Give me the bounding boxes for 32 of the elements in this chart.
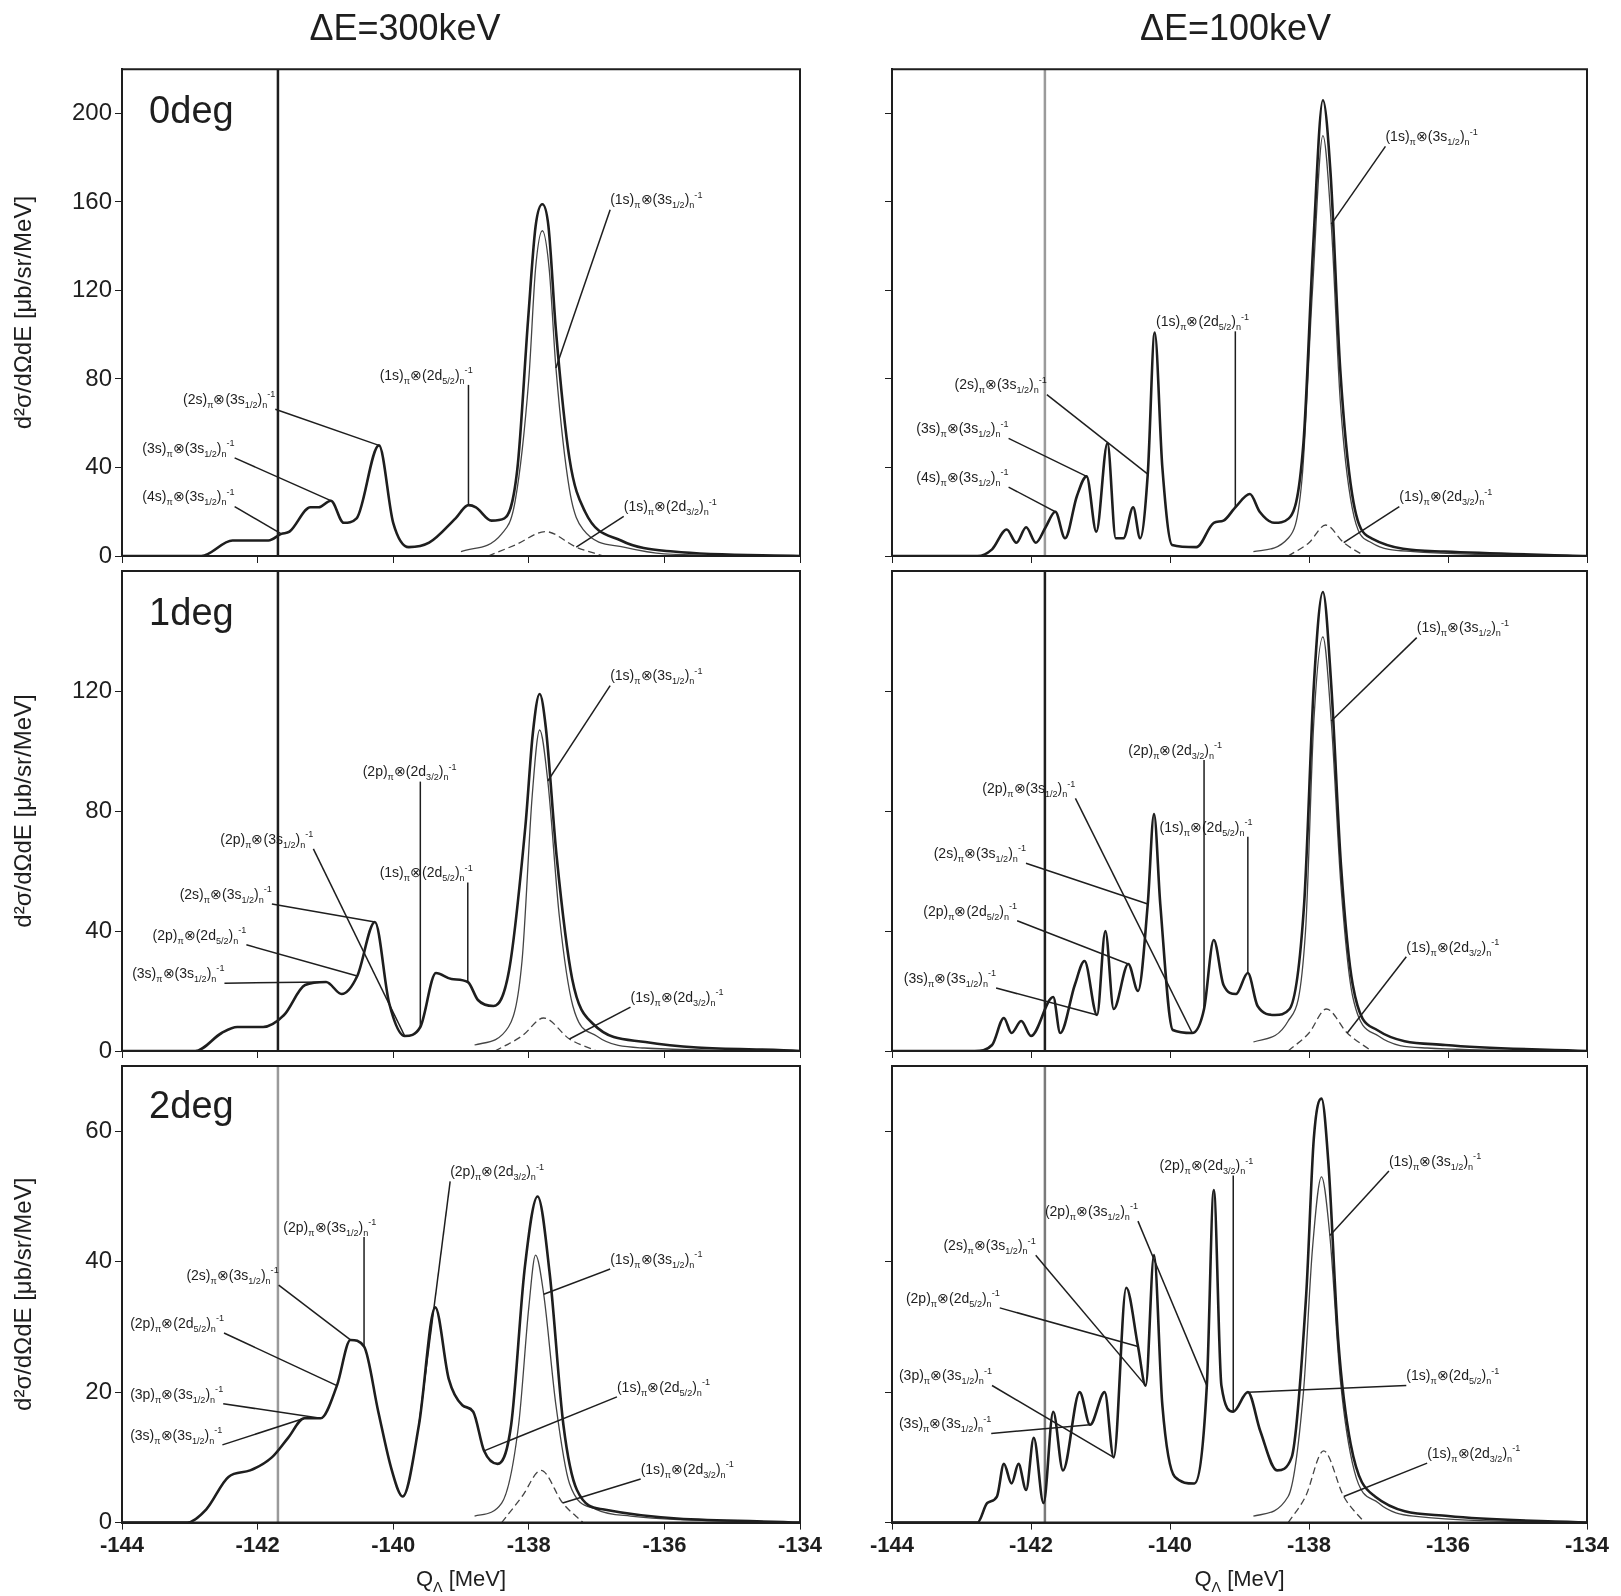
annotation: 1deg [149,590,234,633]
annotation: 0deg [149,89,234,132]
x-tick-label: -136 [1425,1531,1471,1557]
y-tick-label: 80 [85,363,112,391]
x-tick-label: -138 [506,1531,551,1557]
x-tick-label: -134 [777,1531,823,1557]
y-tick-label: 40 [85,915,112,943]
y-axis-title: d²σ/dΩdE [μb/sr/MeV] [9,195,37,430]
y-tick-label: 40 [85,1246,112,1274]
y-axis-title: d²σ/dΩdE [μb/sr/MeV] [9,694,37,928]
x-tick-label: -136 [642,1531,687,1557]
x-tick-label: -144 [869,1531,915,1557]
y-tick-label: 0 [98,1035,112,1063]
y-axis-title: d²σ/dΩdE [μb/sr/MeV] [9,1177,37,1411]
y-tick-label: 160 [71,186,112,214]
y-tick-label: 20 [85,1376,112,1404]
x-tick-label: -142 [1008,1531,1054,1557]
x-tick-label: -142 [235,1531,280,1557]
annotation: 2deg [149,1083,234,1126]
x-tick-label: -140 [371,1531,416,1557]
y-tick-label: 60 [85,1115,112,1143]
y-tick-label: 120 [71,275,112,303]
x-tick-label: -138 [1286,1531,1332,1557]
chart-title: ΔE=100keV [1139,6,1332,48]
y-tick-label: 120 [71,675,112,703]
y-tick-label: 40 [85,452,112,480]
y-tick-label: 200 [71,98,112,126]
y-tick-label: 80 [85,795,112,823]
x-tick-label: -134 [1564,1531,1610,1557]
y-tick-label: 0 [98,540,112,568]
x-tick-label: -140 [1147,1531,1193,1557]
chart-title: ΔE=300keV [309,6,501,48]
